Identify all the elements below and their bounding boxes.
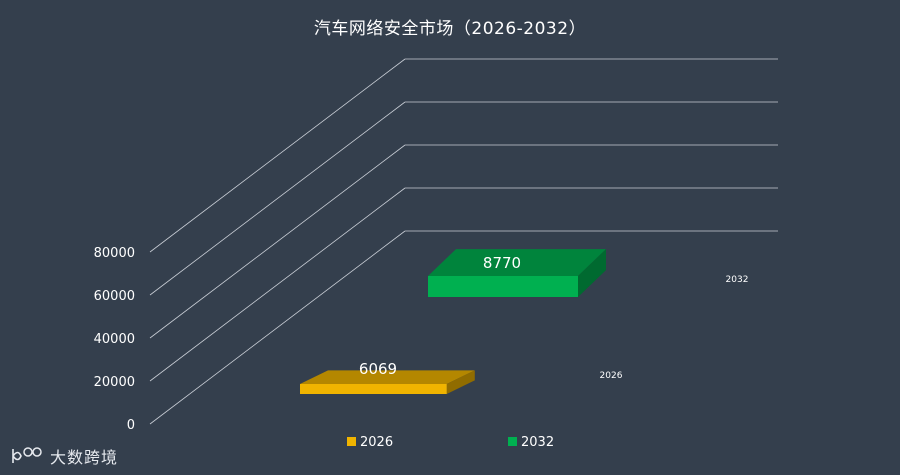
- bar-side-face: [446, 370, 475, 394]
- y-tick-label: 60000: [94, 289, 135, 304]
- brand-logo-icon: [12, 447, 42, 463]
- bar-value-label: 6069: [359, 360, 397, 378]
- brand-watermark: 大数跨境: [10, 444, 118, 468]
- y-tick-label: 40000: [94, 332, 135, 347]
- brand-name: 大数跨境: [50, 448, 119, 467]
- category-label: 2026: [600, 371, 623, 381]
- legend-item: 2032: [508, 435, 554, 450]
- bar-front-face: [428, 276, 578, 297]
- chart-title: 汽车网络安全市场（2026-2032）: [313, 19, 587, 39]
- gridline-diagonal: [149, 58, 406, 253]
- y-tick-label: 80000: [94, 246, 135, 261]
- chart-bars: 6069 2026 8770 2032: [300, 249, 748, 394]
- gridline-diagonal: [149, 101, 406, 296]
- gridline-diagonal: [149, 144, 406, 339]
- y-tick-label: 0: [127, 418, 135, 433]
- bar-top-face: [428, 249, 606, 276]
- legend-label: 2032: [521, 435, 554, 450]
- bar-front-face: [300, 384, 447, 394]
- y-axis-ticks: 0 20000 40000 60000 80000: [94, 246, 135, 433]
- y-tick-label: 20000: [94, 375, 135, 390]
- bar-side-face: [578, 249, 606, 297]
- legend-swatch: [508, 437, 517, 446]
- gridline-diagonal: [149, 230, 406, 425]
- chart-legend: 2026 2032: [347, 435, 554, 450]
- legend-label: 2026: [360, 435, 393, 450]
- bar-value-label: 8770: [483, 254, 521, 272]
- legend-item: 2026: [347, 435, 393, 450]
- bar-top-face: [300, 370, 475, 384]
- gridline-diagonal: [149, 187, 406, 382]
- chart-gridlines: [149, 58, 778, 425]
- category-label: 2032: [726, 275, 749, 285]
- legend-swatch: [347, 437, 356, 446]
